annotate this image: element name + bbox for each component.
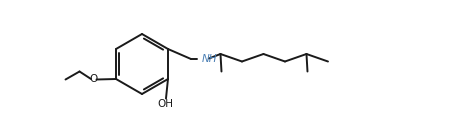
Text: OH: OH xyxy=(157,99,173,109)
Text: O: O xyxy=(89,74,98,84)
Text: NH: NH xyxy=(202,55,217,65)
